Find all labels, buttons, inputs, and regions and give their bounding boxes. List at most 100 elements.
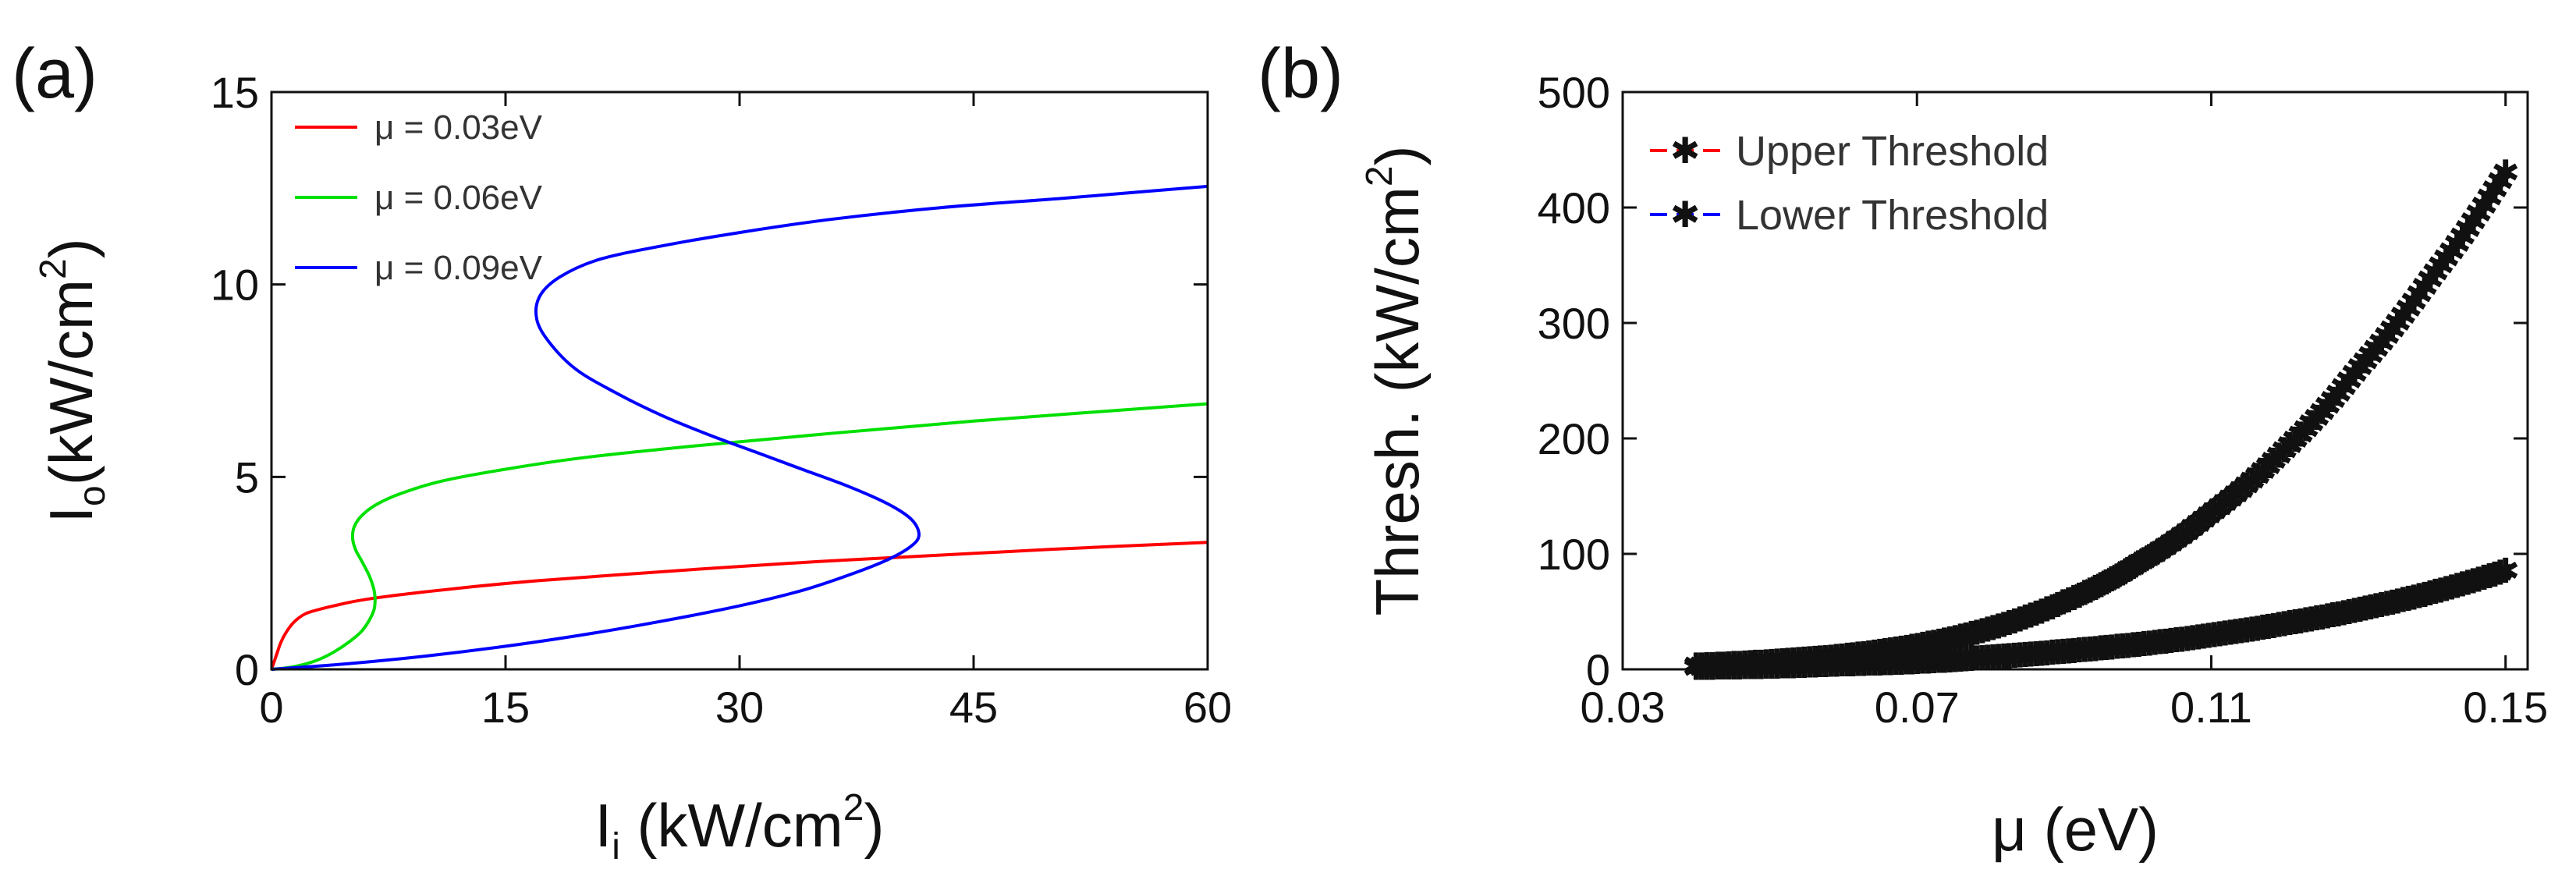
panel-b-series-0-marker-132: ✱ [2394,290,2423,328]
panel-b-series-1-marker-65: ✱ [2032,635,2061,673]
panel-b-series-0-marker-123: ✱ [2346,349,2375,387]
panel-b-series-0-marker-60: ✱ [2006,601,2035,640]
panel-b-series-1-marker-48: ✱ [1941,641,1970,679]
panel-b-series-1-marker-69: ✱ [2054,633,2083,671]
panel-b-legend: ✱ Upper Threshold ✱ Lower Threshold [1650,128,2049,239]
panel-b-series-1-marker-111: ✱ [2281,604,2310,642]
panel-b-series-0-marker-82: ✱ [2124,545,2153,584]
panel-b-series-0-marker-70: ✱ [2060,580,2088,618]
panel-b-series-0-marker-16: ✱ [1769,643,1797,681]
panel-b-series-1-marker-78: ✱ [2102,629,2131,667]
panel-b-series-0-marker-146: ✱ [2470,187,2499,225]
panel-b-series-0-marker-18: ✱ [1779,642,1808,680]
panel-b-series-0-marker-12: ✱ [1747,644,1776,683]
panel-b-series-0-marker-144: ✱ [2459,203,2488,241]
panel-b-series-1-marker-120: ✱ [2329,595,2358,633]
panel-b-series-1-marker-81: ✱ [2119,627,2148,665]
panel-b-series-1-marker-10: ✱ [1736,649,1765,687]
panel-b-x-tick-label-3: 0.15 [2463,683,2548,732]
panel-b-series-1-marker-36: ✱ [1876,644,1905,683]
panel-b-series-1-marker-9: ✱ [1730,649,1759,687]
panel-b-series-1-marker-131: ✱ [2389,582,2418,620]
panel-b-y-title-pre: Thresh. (kW/cm [1363,186,1432,616]
panel-b-series-1-marker-139: ✱ [2432,570,2461,608]
panel-b-series-0-marker-135: ✱ [2411,268,2439,307]
panel-b-series-0-marker-17: ✱ [1773,643,1802,681]
panel-b-series-0-marker-117: ✱ [2313,388,2342,426]
panel-b-series-1-marker-42: ✱ [1908,644,1937,682]
panel-b-series-1-marker-23: ✱ [1806,647,1835,685]
panel-b-series-1-marker-64: ✱ [2027,635,2056,673]
panel-b-series-0-marker-23: ✱ [1806,640,1835,679]
panel-b-series-1-marker-100: ✱ [2221,614,2250,652]
panel-b-series-0-marker-122: ✱ [2340,356,2369,394]
panel-b-series-1-marker-32: ✱ [1854,645,1883,683]
panel-b-series-1-marker-134: ✱ [2405,578,2434,616]
panel-b-series-0-marker-109: ✱ [2270,431,2299,470]
panel-b-x-tick-label-1: 0.07 [1875,683,1960,732]
panel-b-series-0-marker-43: ✱ [1914,626,1943,664]
panel-b-series-0-marker-56: ✱ [1984,608,2013,646]
panel-b-series-1-marker-21: ✱ [1795,647,1824,686]
panel-b-series-1-marker-146: ✱ [2470,559,2499,598]
panel-b-series-0-marker-106: ✱ [2254,448,2283,486]
panel-a-y-tick-label-1: 5 [235,452,259,502]
panel-b-series-0-marker-63: ✱ [2022,595,2051,633]
panel-b-series-0-marker-80: ✱ [2113,552,2142,590]
panel-b-series-0-marker-59: ✱ [2000,603,2029,641]
panel-b-series-0-marker-140: ✱ [2437,232,2466,271]
panel-b-series-0-marker-147: ✱ [2475,179,2504,218]
panel-b-series-group: ✱✱✱✱✱✱✱✱✱✱✱✱✱✱✱✱✱✱✱✱✱✱✱✱✱✱✱✱✱✱✱✱✱✱✱✱✱✱✱✱… [1682,154,2520,688]
panel-b-series-1-marker-15: ✱ [1763,648,1792,686]
panel-b-series-0-marker-4: ✱ [1704,647,1733,685]
panel-a-x-title-close: ) [864,791,884,860]
panel-b-series-1-marker-16: ✱ [1769,648,1797,686]
panel-b-series-1-marker-147: ✱ [2475,558,2504,596]
panel-b-series-1-marker-53: ✱ [1967,640,1996,678]
panel-b-series-0-marker-137: ✱ [2421,254,2450,292]
panel-b-series-1-marker-12: ✱ [1747,648,1776,686]
panel-b-series-1-marker-150: ✱ [2491,552,2520,591]
panel-b-series-0-marker-48: ✱ [1941,619,1970,658]
panel-b-series-1-marker-137: ✱ [2421,573,2450,612]
panel-b-series-1-marker-132: ✱ [2394,580,2423,619]
panel-b-series-1-marker-140: ✱ [2437,569,2466,608]
panel-b-series-1-marker-104: ✱ [2243,610,2272,648]
panel-b-series-1-marker-145: ✱ [2464,561,2493,599]
panel-b-series-0-marker-15: ✱ [1763,644,1792,682]
panel-b-series-1-marker-143: ✱ [2454,565,2482,603]
panel-b-series-0-marker-8: ✱ [1725,645,1754,683]
legend-b-entry-0: Upper Threshold [1736,128,2049,175]
panel-b-series-1-marker-99: ✱ [2216,615,2245,653]
panel-b-series-0-marker-125: ✱ [2356,337,2385,375]
panel-b-series-0-marker-51: ✱ [1957,616,1986,654]
panel-b-series-0-marker-118: ✱ [2319,381,2347,420]
panel-a-x-title-main: I [595,791,612,860]
panel-b-series-1-marker-102: ✱ [2232,612,2261,651]
panel-b-series-0-marker-126: ✱ [2361,331,2390,369]
panel-b-series-1-marker-14: ✱ [1758,648,1787,686]
panel-b-series-1-marker-71: ✱ [2065,632,2094,670]
panel-b-series-0-marker-141: ✱ [2443,225,2471,264]
panel-b-series-1-marker-76: ✱ [2092,630,2120,668]
panel-b-series-1-marker-144: ✱ [2459,563,2488,601]
panel-b-series-0-marker-89: ✱ [2162,521,2191,559]
panel-b-series-1-marker-109: ✱ [2270,605,2299,644]
panel-b-series-0-marker-47: ✱ [1936,621,1964,659]
panel-b-series-0-marker-10: ✱ [1736,645,1765,683]
panel-b-series-1-marker-90: ✱ [2167,621,2196,659]
panel-b-series-1-marker-20: ✱ [1790,647,1818,686]
panel-a-y-title-sub: o [72,485,113,506]
panel-b-series-0-marker-136: ✱ [2415,261,2444,299]
panel-b-series-1-marker-107: ✱ [2259,608,2288,646]
panel-b-series-1-marker-123: ✱ [2346,591,2375,630]
panel-b-series-1-marker-97: ✱ [2205,616,2234,655]
panel-b-series-0-marker-78: ✱ [2102,558,2131,596]
legend-b-entry-1: Lower Threshold [1736,192,2049,239]
panel-a-plot-frame [270,90,1209,671]
panel-b-series-1-marker-66: ✱ [2038,634,2067,672]
panel-b-series-1-marker-127: ✱ [2367,587,2396,625]
panel-b-series-1-marker-122: ✱ [2340,593,2369,631]
panel-b-y-tick-label-3: 300 [1538,299,1610,348]
panel-b-series-0-marker-92: ✱ [2178,509,2207,548]
